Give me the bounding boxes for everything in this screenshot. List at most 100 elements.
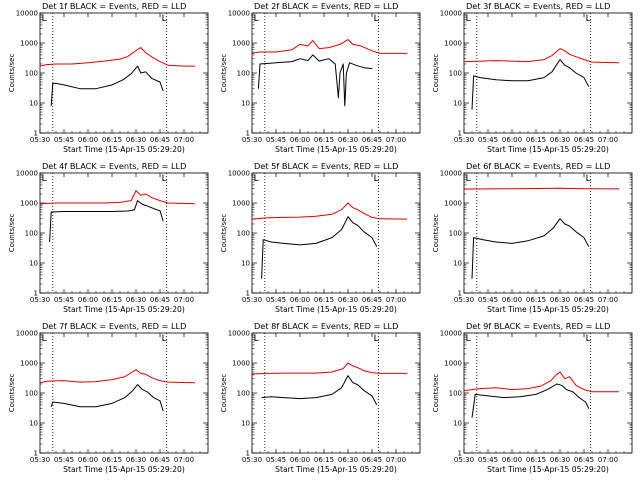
series-line-events xyxy=(471,383,590,418)
x-tick-label: 07:00 xyxy=(386,456,406,464)
y-tick-label: 100 xyxy=(25,70,38,78)
corner-marker-2: L xyxy=(162,174,167,184)
corner-marker-1: L xyxy=(466,14,471,24)
x-tick-label: 06:15 xyxy=(526,136,546,144)
y-tick-label: 10000 xyxy=(440,170,462,178)
x-axis-label: Start Time (15-Apr-15 05:29:20) xyxy=(275,305,397,314)
series-line-lld xyxy=(463,48,620,64)
series-line-lld xyxy=(463,371,620,393)
x-tick-label: 05:45 xyxy=(266,296,286,304)
detector-panel-5: Det 5f BLACK = Events, RED = LLD L L 1 10 100… xyxy=(220,161,421,314)
x-tick-label: 07:00 xyxy=(598,456,618,464)
x-axis-label: Start Time (15-Apr-15 05:29:20) xyxy=(275,465,397,474)
y-tick-label: 1 xyxy=(246,450,250,458)
x-tick-label: 06:30 xyxy=(338,456,358,464)
x-tick-label: 06:15 xyxy=(102,456,122,464)
x-tick-label: 06:45 xyxy=(150,136,170,144)
panel-title: Det 8f BLACK = Events, RED = LLD xyxy=(254,321,398,331)
corner-marker-1: L xyxy=(254,14,259,24)
y-tick-label: 1000 xyxy=(444,200,462,208)
x-tick-label: 06:00 xyxy=(290,456,310,464)
y-tick-label: 1000 xyxy=(232,40,250,48)
corner-marker-1: L xyxy=(42,334,47,344)
y-tick-label: 10 xyxy=(241,260,250,268)
series-line-events xyxy=(471,59,590,110)
x-tick-label: 05:30 xyxy=(242,296,262,304)
y-tick-label: 10000 xyxy=(228,170,250,178)
y-tick-label: 10 xyxy=(241,420,250,428)
series-line-lld xyxy=(251,362,408,375)
corner-marker-2: L xyxy=(162,334,167,344)
series-line-events xyxy=(50,65,164,106)
x-tick-label: 06:15 xyxy=(102,136,122,144)
series-line-lld xyxy=(251,202,408,220)
y-tick-label: 1000 xyxy=(444,360,462,368)
x-tick-label: 06:00 xyxy=(290,296,310,304)
x-tick-label: 07:00 xyxy=(598,136,618,144)
corner-marker-1: L xyxy=(42,174,47,184)
series-line-lld xyxy=(39,47,196,67)
x-axis-label: Start Time (15-Apr-15 05:29:20) xyxy=(275,145,397,154)
y-tick-label: 100 xyxy=(449,70,462,78)
x-axis-label: Start Time (15-Apr-15 05:29:20) xyxy=(487,145,609,154)
x-tick-label: 07:00 xyxy=(386,136,406,144)
y-axis-label: Counts/sec xyxy=(432,374,440,413)
x-tick-label: 06:30 xyxy=(338,136,358,144)
x-tick-label: 06:30 xyxy=(338,296,358,304)
x-tick-label: 06:45 xyxy=(362,136,382,144)
x-tick-label: 06:45 xyxy=(150,456,170,464)
y-tick-label: 100 xyxy=(25,230,38,238)
x-tick-label: 05:30 xyxy=(454,136,474,144)
x-tick-label: 07:00 xyxy=(386,296,406,304)
corner-marker-2: L xyxy=(374,14,379,24)
x-tick-label: 05:45 xyxy=(478,136,498,144)
x-axis-label: Start Time (15-Apr-15 05:29:20) xyxy=(63,465,185,474)
y-tick-label: 10000 xyxy=(228,10,250,18)
x-tick-label: 06:00 xyxy=(502,296,522,304)
panel-title: Det 6f BLACK = Events, RED = LLD xyxy=(466,161,610,171)
x-axis-label: Start Time (15-Apr-15 05:29:20) xyxy=(487,465,609,474)
x-tick-label: 07:00 xyxy=(174,296,194,304)
detector-panel-3: Det 3f BLACK = Events, RED = LLD L L 1 10 100… xyxy=(432,1,633,154)
x-axis-label: Start Time (15-Apr-15 05:29:20) xyxy=(63,305,185,314)
corner-marker-2: L xyxy=(586,174,591,184)
y-tick-label: 10 xyxy=(241,100,250,108)
x-tick-label: 05:45 xyxy=(266,136,286,144)
detector-panel-6: Det 6f BLACK = Events, RED = LLD L L 1 10 100… xyxy=(432,161,633,314)
y-axis-label: Counts/sec xyxy=(432,54,440,93)
x-tick-label: 06:30 xyxy=(126,296,146,304)
y-tick-label: 1000 xyxy=(232,360,250,368)
panel-title: Det 9f BLACK = Events, RED = LLD xyxy=(466,321,610,331)
series-line-lld xyxy=(39,190,196,205)
panel-title: Det 4f BLACK = Events, RED = LLD xyxy=(42,161,186,171)
x-tick-label: 06:45 xyxy=(574,136,594,144)
corner-marker-2: L xyxy=(162,14,167,24)
y-axis-label: Counts/sec xyxy=(8,54,16,93)
y-tick-label: 10000 xyxy=(228,330,250,338)
corner-marker-2: L xyxy=(374,174,379,184)
x-tick-label: 06:00 xyxy=(78,456,98,464)
x-tick-label: 06:00 xyxy=(78,136,98,144)
x-tick-label: 05:45 xyxy=(266,456,286,464)
series-line-lld xyxy=(251,39,408,54)
x-tick-label: 05:45 xyxy=(478,296,498,304)
x-tick-label: 05:30 xyxy=(454,456,474,464)
x-tick-label: 05:45 xyxy=(54,456,74,464)
y-tick-label: 1000 xyxy=(20,360,38,368)
x-tick-label: 06:15 xyxy=(314,136,334,144)
y-tick-label: 100 xyxy=(237,390,250,398)
panel-title: Det 5f BLACK = Events, RED = LLD xyxy=(254,161,398,171)
panel-title: Det 3f BLACK = Events, RED = LLD xyxy=(466,1,610,11)
corner-marker-1: L xyxy=(254,334,259,344)
series-line-lld xyxy=(463,187,620,190)
x-tick-label: 05:30 xyxy=(30,296,50,304)
x-tick-label: 07:00 xyxy=(174,136,194,144)
x-tick-label: 05:30 xyxy=(242,136,262,144)
panel-title: Det 2f BLACK = Events, RED = LLD xyxy=(254,1,398,11)
x-tick-label: 06:15 xyxy=(526,296,546,304)
y-tick-label: 100 xyxy=(449,230,462,238)
y-axis-label: Counts/sec xyxy=(220,214,228,253)
x-tick-label: 06:15 xyxy=(314,456,334,464)
